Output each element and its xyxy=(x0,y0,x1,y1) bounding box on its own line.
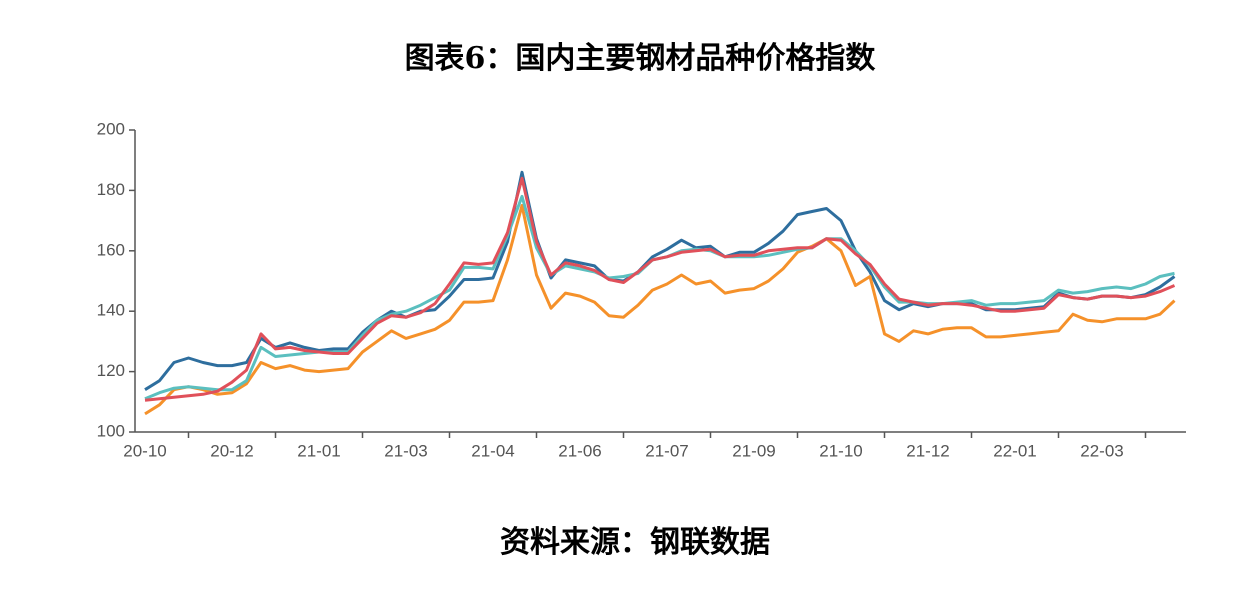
y-tick-label: 120 xyxy=(97,361,125,380)
x-tick-label: 21-01 xyxy=(297,441,340,460)
series-line xyxy=(144,204,1176,416)
source-note: 资料来源：钢联数据 xyxy=(500,525,770,560)
y-tick-label: 100 xyxy=(97,421,125,440)
y-tick-label: 160 xyxy=(97,240,125,259)
x-tick-label: 21-03 xyxy=(384,441,427,460)
y-tick-label: 200 xyxy=(97,119,125,138)
x-tick-label: 21-12 xyxy=(906,441,949,460)
x-tick-label: 21-06 xyxy=(558,441,601,460)
x-tick-label: 21-07 xyxy=(645,441,688,460)
x-tick-label: 21-10 xyxy=(819,441,862,460)
x-tick-label: 22-03 xyxy=(1080,441,1123,460)
series-line xyxy=(144,170,1176,391)
x-tick-label: 21-04 xyxy=(471,441,514,460)
y-tick-label: 180 xyxy=(97,180,125,199)
x-tick-label: 22-01 xyxy=(993,441,1036,460)
x-tick-label: 20-10 xyxy=(123,441,166,460)
x-tick-label: 20-12 xyxy=(210,441,253,460)
y-tick-label: 140 xyxy=(97,301,125,320)
x-tick-label: 21-09 xyxy=(732,441,775,460)
chart-title: 图表6：国内主要钢材品种价格指数 xyxy=(405,41,877,76)
series-line xyxy=(144,176,1176,402)
